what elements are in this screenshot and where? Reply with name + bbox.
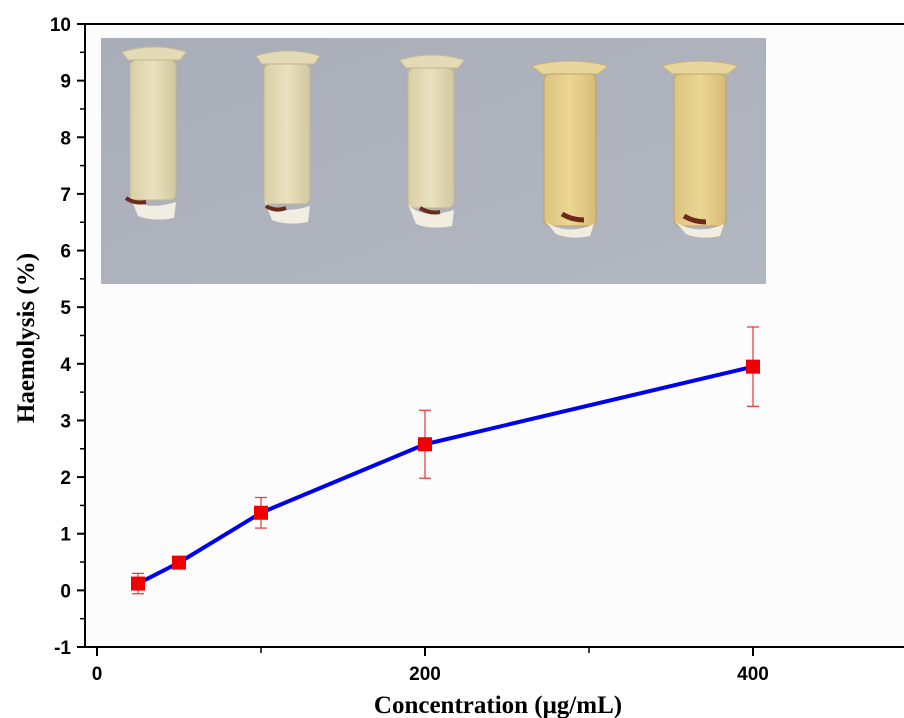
x-axis-title: Concentration (μg/mL) bbox=[374, 692, 622, 718]
x-tick-label: 400 bbox=[737, 664, 769, 685]
tube-1 bbox=[121, 46, 187, 220]
y-tick-label: 3 bbox=[60, 411, 71, 432]
y-axis-ticks: -1 0 1 2 3 4 5 6 7 8 9 10 bbox=[50, 15, 85, 659]
tube-2 bbox=[255, 50, 321, 224]
y-tick-label: 9 bbox=[60, 72, 71, 93]
x-tick-label: 200 bbox=[409, 664, 441, 685]
x-axis-ticks: 0 200 400 bbox=[92, 647, 769, 685]
data-point-marker bbox=[131, 576, 145, 591]
y-tick-label: 7 bbox=[60, 185, 71, 206]
y-tick-label: 5 bbox=[60, 298, 71, 319]
tube-3 bbox=[399, 54, 465, 228]
data-point-marker bbox=[418, 437, 432, 452]
y-axis-title: Haemolysis (%) bbox=[13, 253, 40, 423]
data-point-marker bbox=[172, 555, 186, 570]
y-tick-label: 6 bbox=[60, 242, 71, 263]
series-layer bbox=[131, 326, 760, 595]
y-tick-label: -1 bbox=[54, 638, 71, 659]
tube-5 bbox=[660, 60, 740, 238]
y-tick-label: 10 bbox=[50, 15, 71, 36]
y-tick-label: 4 bbox=[60, 355, 71, 376]
y-tick-label: 0 bbox=[60, 581, 71, 602]
y-tick-label: 1 bbox=[60, 525, 71, 546]
data-point-marker bbox=[254, 505, 268, 520]
y-tick-label: 2 bbox=[60, 468, 71, 489]
inset-photo bbox=[101, 38, 766, 284]
data-point-marker bbox=[746, 359, 760, 374]
y-tick-label: 8 bbox=[60, 128, 71, 149]
tube-4 bbox=[530, 60, 610, 238]
x-tick-label: 0 bbox=[92, 664, 103, 685]
